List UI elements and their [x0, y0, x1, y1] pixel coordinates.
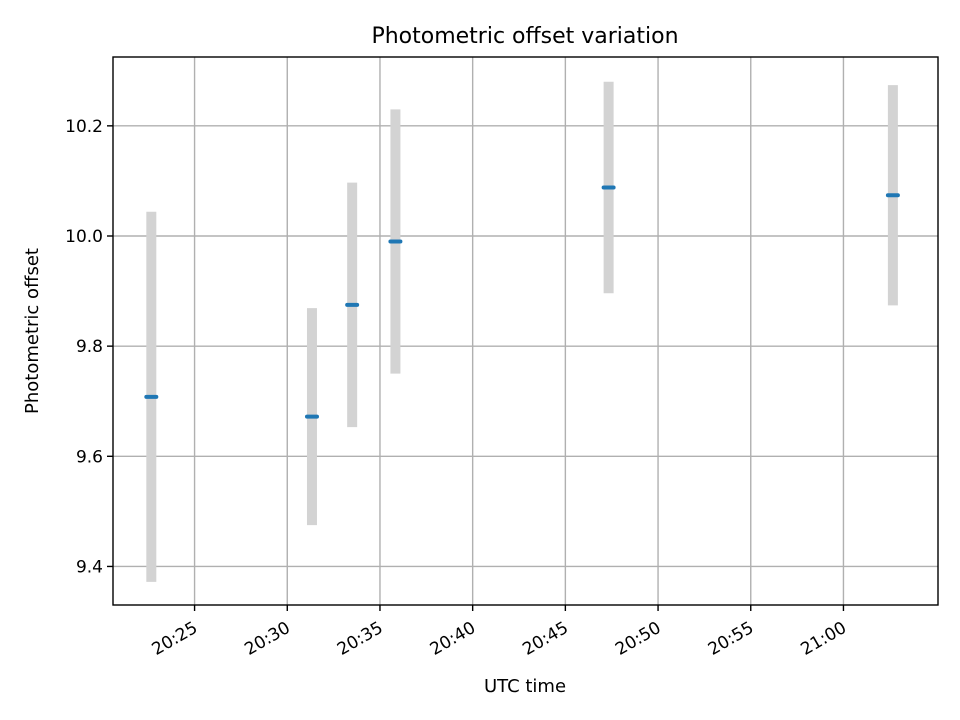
y-axis-label: Photometric offset: [22, 248, 43, 414]
y-tick-label: 9.8: [76, 337, 103, 357]
y-tick-label: 10.2: [65, 117, 103, 137]
x-axis-label: UTC time: [484, 676, 566, 697]
y-tick-label: 10.0: [65, 227, 103, 247]
y-tick-label: 9.4: [76, 557, 103, 577]
chart-title: Photometric offset variation: [371, 24, 678, 49]
y-tick-label: 9.6: [76, 447, 103, 467]
